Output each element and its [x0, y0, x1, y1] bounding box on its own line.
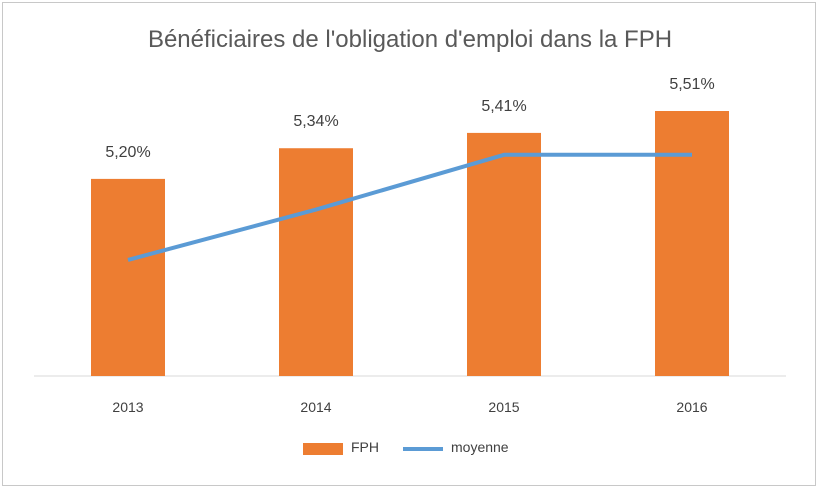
x-tick-2015: 2015	[488, 399, 519, 415]
data-label-2015: 5,41%	[481, 98, 526, 115]
legend-label-moyenne: moyenne	[451, 439, 509, 455]
x-tick-2016: 2016	[676, 399, 707, 415]
data-label-2016: 5,51%	[669, 76, 714, 93]
series-line-moyenne	[127, 152, 692, 262]
legend-label-fph: FPH	[351, 439, 379, 455]
bar-2014	[279, 148, 353, 376]
bar-2015	[467, 132, 541, 376]
legend-swatch-fph	[303, 443, 343, 455]
bar-2016	[655, 111, 729, 376]
bar-2013	[91, 178, 165, 376]
legend: FPH moyenne	[0, 436, 820, 460]
data-label-2014: 5,34%	[293, 113, 338, 130]
x-tick-2014: 2014	[300, 399, 331, 415]
data-label-2013: 5,20%	[105, 144, 150, 161]
x-tick-2013: 2013	[112, 399, 143, 415]
legend-swatch-moyenne	[403, 447, 443, 451]
chart-title: Bénéficiaires de l'obligation d'emploi d…	[147, 26, 673, 53]
